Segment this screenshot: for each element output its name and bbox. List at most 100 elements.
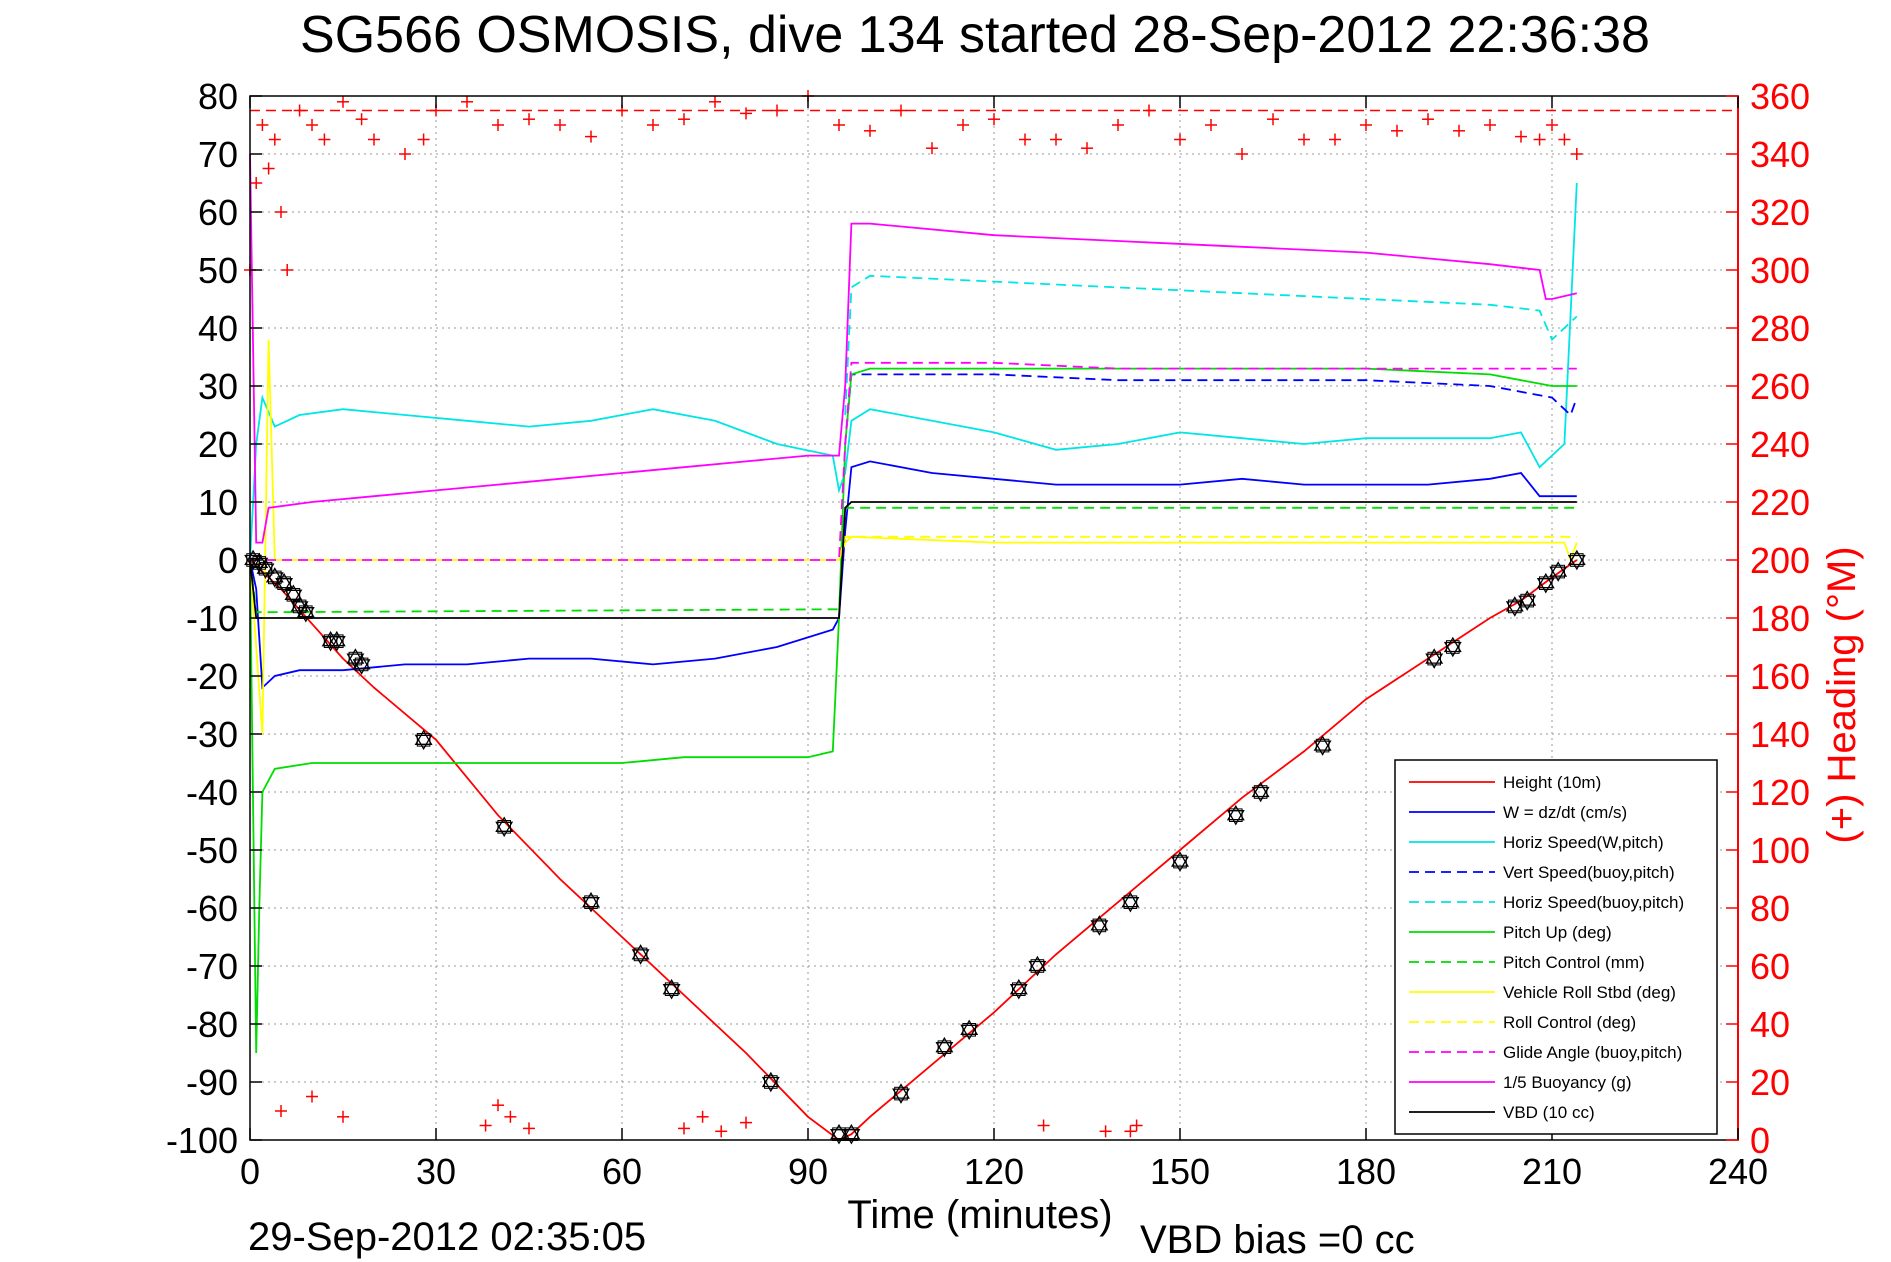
dive-marker [1549,561,1568,582]
dive-marker [662,978,681,1000]
dive-marker-tri-up [582,891,600,908]
dive-marker-tri-down [1567,554,1586,571]
dive-marker-tri-up [1536,572,1555,589]
legend-label: W = dz/dt (cm/s) [1503,803,1627,822]
heading-point [262,162,275,175]
dive-marker-square [497,820,511,834]
dive-marker [960,1019,979,1041]
series-group [244,90,1738,1145]
heading-point [1081,142,1093,155]
dive-marker-tri-up [631,944,650,960]
heading-point [1174,133,1186,146]
y-right-tick-label: 0 [1750,1120,1770,1161]
dive-marker-tri-down [1251,786,1270,803]
heading-point-low [504,1110,517,1123]
heading-point [1143,104,1155,117]
dive-marker [327,630,346,652]
dive-marker-tri-up [1505,596,1524,612]
y-tick-label: -50 [186,830,238,871]
heading-point [268,133,281,146]
heading-point [771,104,783,117]
heading-point-low [715,1125,728,1138]
dive-marker-tri-down [1171,856,1189,872]
chart-title: SG566 OSMOSIS, dive 134 started 28-Sep-2… [300,6,1650,64]
y-tick-label: 80 [198,76,238,117]
dive-marker [842,1123,861,1145]
dive-marker-square [1539,576,1553,591]
heading-point [337,95,349,108]
series-line-pitch-control-mm- [249,506,1577,614]
dive-marker-square [1030,959,1045,973]
dive-marker-square [664,982,679,997]
dive-marker [414,729,433,751]
y-tick-label: -70 [186,946,238,987]
footer-vbd-bias: VBD bias =0 cc [1140,1218,1415,1262]
heading-point [585,130,597,143]
heading-point-low [275,1105,287,1117]
heading-point-low [1124,1125,1137,1138]
x-tick-label: 180 [1336,1151,1396,1192]
dive-marker-square [1092,918,1107,933]
dive-marker [1443,636,1462,658]
legend-label: Roll Control (deg) [1503,1013,1636,1032]
dive-marker-tri-up [495,816,514,832]
dive-marker-tri-down [495,821,514,838]
dive-marker-tri-down [1425,653,1444,669]
heading-point [1515,130,1527,143]
heading-point [895,104,907,117]
heading-point [1360,119,1372,131]
dive-marker [275,572,294,594]
dive-marker-square [1229,808,1243,823]
y-tick-label: 0 [218,540,238,581]
y-tick-label: -80 [186,1004,238,1045]
dive-marker-tri-down [761,1076,780,1093]
legend-label: Glide Angle (buoy,pitch) [1503,1043,1682,1062]
legend: Height (10m) W = dz/dt (cm/s) Horiz Speed(… [1394,759,1718,1135]
x-tick-label: 30 [416,1151,456,1192]
dive-marker [1518,590,1537,611]
y-tick-label: -20 [186,656,238,697]
heading-point [256,119,269,131]
dive-marker [1313,735,1332,756]
x-tick-label: 90 [788,1151,828,1192]
dive-marker-square [584,895,598,910]
dive-marker [352,654,371,675]
series-line-horiz-speed-w-pitch- [249,182,1578,561]
dive-marker-tri-down [346,653,365,669]
heading-point [988,113,1000,126]
dive-marker-tri-down [631,949,650,965]
dive-marker-tri-down [582,897,600,913]
dive-marker-tri-up [414,729,433,745]
y-right-tick-label: 100 [1750,830,1810,871]
dive-marker-tri-up [256,558,275,574]
heading-point [1236,148,1248,160]
heading-point-low [1037,1119,1050,1132]
dive-marker-tri-down [284,589,303,606]
heading-point [1533,133,1546,146]
heading-point-low [696,1110,709,1123]
dive-marker [1090,915,1109,936]
y-tick-label: -10 [186,598,238,639]
dive-marker [296,601,315,623]
y-right-tick-label: 200 [1750,540,1810,581]
dive-marker-square [416,733,431,747]
dive-marker-tri-up [1090,915,1109,931]
heading-point [1329,133,1341,146]
heading-point [417,133,430,146]
heading-point [1112,119,1124,131]
dive-marker [495,816,514,838]
y-right-tick-label: 40 [1750,1004,1790,1045]
x-tick-label: 0 [240,1151,260,1192]
dive-marker-tri-up [1443,636,1462,653]
y-right-tick-label: 120 [1750,772,1810,813]
y-tick-label: 50 [198,250,238,291]
heading-point-low [1130,1119,1143,1132]
dive-marker-tri-up [830,1123,848,1140]
y-tick-label: 20 [198,424,238,465]
dive-marker [1028,955,1047,977]
dive-marker-tri-down [1536,578,1555,594]
dive-marker-tri-up [892,1083,910,1099]
heading-point [1298,133,1310,146]
heading-point [1546,119,1558,131]
dive-marker [284,584,303,606]
